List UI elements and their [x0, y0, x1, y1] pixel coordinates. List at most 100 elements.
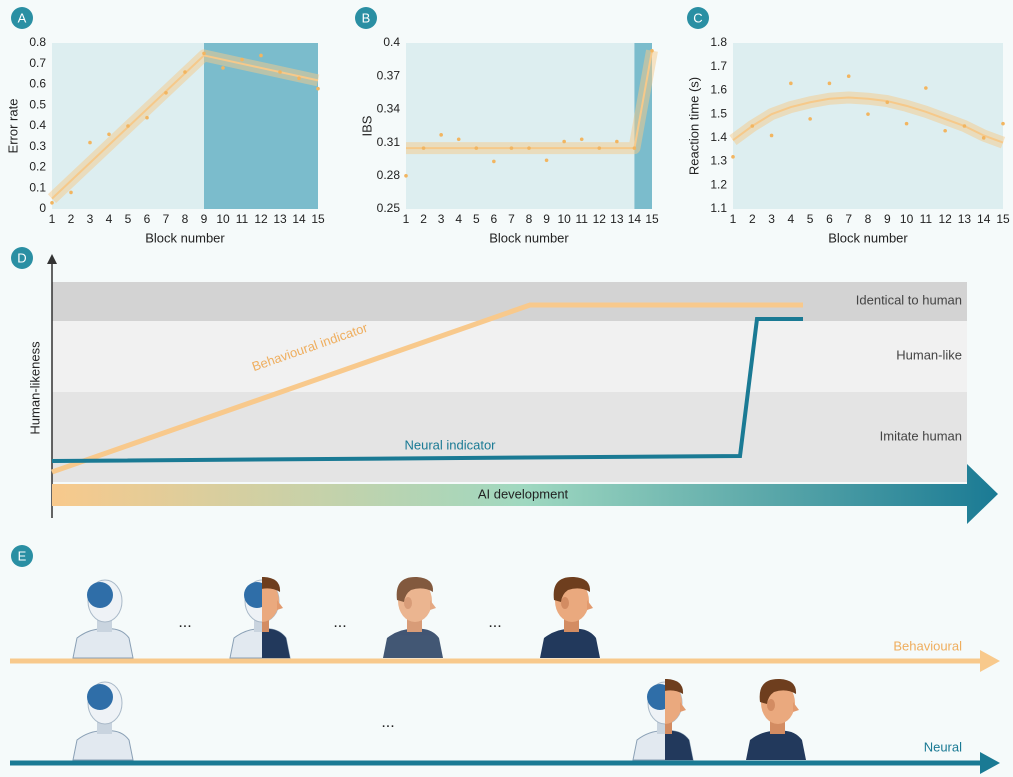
data-point	[145, 115, 149, 120]
data-point	[904, 121, 909, 126]
x-tick-label: 1	[403, 212, 410, 226]
chart-panel: 1 2 3 4 5 6 7 8 9 10 11 12 13 14 150.250.280.310.340.3…	[355, 7, 659, 245]
panel-label: D	[17, 250, 26, 265]
x-tick-label: 14	[977, 212, 991, 226]
x-tick-label: 8	[182, 212, 189, 226]
data-point	[404, 174, 408, 178]
level-band	[52, 321, 967, 392]
x-tick-label: 11	[575, 212, 588, 226]
fit-line	[732, 96, 1004, 144]
x-tick-label: 3	[87, 212, 94, 226]
y-tick-label: 0.37	[377, 68, 401, 82]
robot-head	[72, 579, 134, 659]
data-point	[297, 76, 301, 81]
y-tick-label: 0.8	[29, 35, 46, 49]
x-tick-label: 13	[610, 212, 624, 226]
x-tick-label: 15	[996, 212, 1010, 226]
data-point	[731, 155, 735, 159]
x-tick-label: 13	[273, 212, 287, 226]
panel-badge	[11, 7, 33, 29]
panel-d: D Identical to human Human-like Imitate …	[11, 247, 998, 524]
track-label: Neural	[924, 739, 962, 754]
x-axis-label: AI development	[478, 486, 569, 501]
data-point	[527, 146, 531, 150]
y-tick-label: 1.6	[710, 83, 727, 97]
data-point	[439, 133, 443, 137]
x-tick-label: 11	[920, 212, 933, 226]
data-point	[202, 51, 206, 56]
chart-panel: 1 2 3 4 5 6 7 8 9 10 11 12 13 14 1500.10.20.30.40.50.6…	[5, 7, 325, 245]
data-point	[421, 146, 426, 150]
data-point	[107, 132, 111, 137]
y-tick-label: 1.3	[710, 154, 727, 168]
y-tick-label: 0.6	[29, 77, 46, 91]
panel-badge	[355, 7, 377, 29]
data-point	[885, 100, 890, 105]
panel-label: C	[693, 10, 702, 25]
data-point	[316, 86, 320, 91]
ellipsis: ...	[178, 614, 191, 631]
x-tick-label: 7	[508, 212, 515, 226]
y-tick-label: 1.7	[710, 59, 727, 73]
data-point	[492, 159, 496, 164]
y-tick-label: 0.1	[29, 180, 46, 194]
y-tick-label: 0.5	[29, 97, 46, 111]
y-tick-label: 0.28	[377, 168, 401, 182]
x-tick-label: 10	[216, 212, 230, 226]
data-point	[164, 91, 168, 95]
level-band	[52, 282, 967, 321]
data-point	[789, 81, 793, 86]
x-tick-label: 8	[865, 212, 872, 226]
data-point	[474, 146, 479, 150]
x-tick-label: 10	[557, 212, 571, 226]
data-point	[579, 137, 584, 142]
y-axis-label: IBS	[359, 115, 374, 136]
x-tick-label: 7	[163, 212, 170, 226]
charts: 1 2 3 4 5 6 7 8 9 10 11 12 13 14 1500.10.20.30.40.50.6…	[5, 7, 1010, 245]
axis-arrow	[47, 254, 57, 264]
x-tick-label: 7	[845, 212, 852, 226]
data-point	[769, 133, 774, 138]
y-tick-label: 0.2	[29, 160, 46, 174]
x-tick-label: 1	[49, 212, 56, 226]
track-label: Behavioural	[893, 638, 962, 653]
data-point	[632, 146, 637, 150]
level-label: Imitate human	[880, 428, 962, 443]
x-tick-label: 2	[749, 212, 756, 226]
panel-badge	[11, 545, 33, 567]
x-tick-label: 2	[420, 212, 427, 226]
data-point	[259, 53, 263, 58]
x-tick-label: 8	[526, 212, 533, 226]
x-tick-label: 11	[236, 212, 249, 226]
x-tick-label: 3	[438, 212, 445, 226]
x-tick-label: 4	[455, 212, 462, 226]
x-tick-label: 1	[730, 212, 737, 226]
human-head	[540, 576, 600, 658]
x-axis-label: Block number	[489, 230, 569, 245]
data-point	[597, 146, 602, 150]
data-point	[126, 124, 130, 128]
x-tick-label: 9	[201, 212, 208, 226]
x-tick-label: 4	[106, 212, 113, 226]
data-point	[650, 48, 654, 53]
human-head	[746, 678, 806, 760]
y-tick-label: 0.25	[377, 201, 401, 215]
y-tick-label: 0.31	[377, 135, 401, 149]
y-tick-label: 0.7	[29, 56, 46, 70]
data-point	[278, 70, 282, 74]
panel-label: A	[18, 10, 27, 25]
x-tick-label: 5	[125, 212, 132, 226]
track-arrow	[980, 650, 1000, 672]
x-tick-label: 9	[543, 212, 550, 226]
data-point	[221, 66, 225, 70]
x-tick-label: 3	[768, 212, 775, 226]
y-tick-label: 0.34	[377, 102, 401, 116]
x-tick-label: 10	[900, 212, 914, 226]
x-tick-label: 4	[788, 212, 795, 226]
data-point	[1001, 121, 1005, 126]
data-point	[456, 137, 461, 142]
ellipsis: ...	[333, 614, 346, 631]
data-point	[50, 200, 54, 205]
chart-panel: 1 2 3 4 5 6 7 8 9 10 11 12 13 14 151.11.21.31.41.51.61…	[686, 7, 1010, 245]
